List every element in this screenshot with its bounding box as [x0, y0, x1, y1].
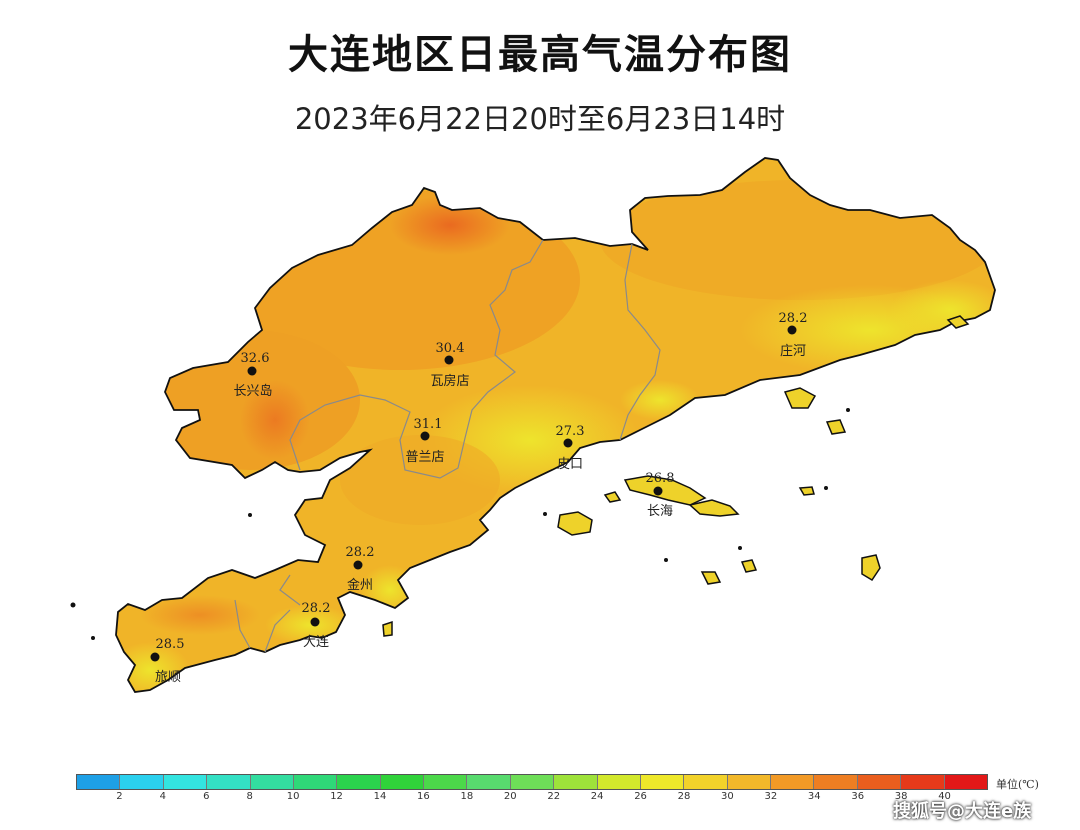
legend-swatch	[510, 775, 555, 789]
legend-swatch	[771, 775, 815, 789]
legend-tick-label: 26	[634, 791, 647, 802]
station-dot-dalian	[310, 617, 320, 627]
legend-tick-label: 4	[159, 791, 167, 802]
station-name: 皮口	[557, 457, 583, 472]
station-value: 28.2	[302, 601, 331, 616]
legend-tick-label: 28	[677, 791, 691, 802]
station-dots	[150, 325, 797, 662]
legend-tick-label: 20	[503, 791, 517, 802]
map-subtitle: 2023年6月22日20时至6月23日14时	[294, 102, 786, 136]
station-value: 31.1	[414, 417, 443, 432]
legend-tick-label: 14	[373, 791, 387, 802]
legend-tick-label: 38	[894, 791, 908, 802]
temperature-map: 30.4 瓦房店 31.1 普兰店 27.3 皮口 28.2 庄河 26.8 长…	[70, 157, 996, 693]
legend-tick-label: 2	[116, 791, 123, 802]
legend-swatch	[293, 775, 338, 789]
station-value: 27.3	[556, 424, 585, 439]
legend-tick-label: 10	[286, 791, 300, 802]
station-value: 26.8	[646, 471, 675, 486]
legend-swatch	[380, 775, 424, 789]
station-dot-changxingdao	[247, 366, 257, 376]
legend-swatch	[467, 775, 511, 789]
legend-tick-label: 24	[590, 791, 604, 802]
legend-tick-label: 16	[417, 791, 430, 802]
legend-swatch	[207, 775, 251, 789]
station-value: 32.6	[241, 351, 270, 366]
legend-tick-label: 34	[807, 791, 821, 802]
map-title: 大连地区日最高气温分布图	[288, 32, 792, 78]
station-value: 28.5	[156, 637, 185, 652]
station-name: 旅顺	[155, 670, 181, 685]
legend-swatch	[250, 775, 294, 789]
station-value: 30.4	[436, 341, 465, 356]
legend-tick-label: 32	[764, 791, 778, 802]
watermark: 搜狐号@大连e族	[893, 801, 1032, 822]
station-name: 普兰店	[405, 450, 444, 465]
legend-swatch	[684, 775, 728, 789]
station-dot-lvshun	[150, 652, 160, 662]
district-boundaries	[234, 239, 661, 653]
legend-tick-label: 6	[203, 791, 210, 802]
color-legend	[76, 774, 988, 790]
legend-tick-label: 8	[246, 791, 253, 802]
station-value: 28.2	[779, 311, 808, 326]
legend-swatch	[163, 775, 208, 789]
legend-swatch	[944, 775, 987, 789]
station-dot-jinzhou	[353, 560, 363, 570]
station-dot-pulandian	[420, 431, 430, 441]
legend-tick-label: 22	[547, 791, 561, 802]
legend-ticks: 2 4 6 8 10 12 14 16 18 20 22 24 26 28 30 32 34 36 38 40	[76, 791, 988, 805]
legend-tick-label: 36	[851, 791, 865, 802]
legend-swatch	[120, 775, 164, 789]
legend-swatch	[640, 775, 685, 789]
station-name: 庄河	[780, 343, 806, 359]
legend-swatch	[901, 775, 945, 789]
legend-swatch	[554, 775, 598, 789]
legend-swatch	[814, 775, 858, 789]
station-dot-wafangdian	[444, 355, 454, 365]
small-islets	[70, 408, 850, 640]
station-name: 长海	[647, 504, 673, 519]
legend-swatch	[727, 775, 771, 789]
islands	[382, 315, 970, 637]
station-name: 大连	[303, 634, 329, 650]
legend-tick-label: 18	[460, 791, 474, 802]
legend-tick-label: 30	[721, 791, 734, 802]
station-value: 28.2	[346, 545, 375, 560]
mainland-coastline	[115, 157, 996, 693]
legend-tick-label: 40	[938, 791, 951, 802]
station-name: 金州	[347, 577, 373, 593]
station-labels: 30.4 瓦房店 31.1 普兰店 27.3 皮口 28.2 庄河 26.8 长…	[155, 311, 807, 685]
station-dot-zhuanghe	[787, 325, 797, 335]
legend-unit: 单位(℃)	[996, 778, 1039, 791]
legend-swatch	[337, 775, 381, 789]
legend-swatch	[77, 775, 121, 789]
changhai-island	[623, 475, 707, 506]
station-dot-pikou	[563, 438, 573, 448]
legend-tick-label: 12	[330, 791, 343, 802]
legend-swatch	[857, 775, 902, 789]
station-dot-changhai	[653, 486, 663, 496]
legend-swatch	[597, 775, 641, 789]
station-name: 长兴岛	[233, 383, 272, 399]
station-name: 瓦房店	[430, 373, 469, 389]
legend-swatch	[424, 775, 468, 789]
